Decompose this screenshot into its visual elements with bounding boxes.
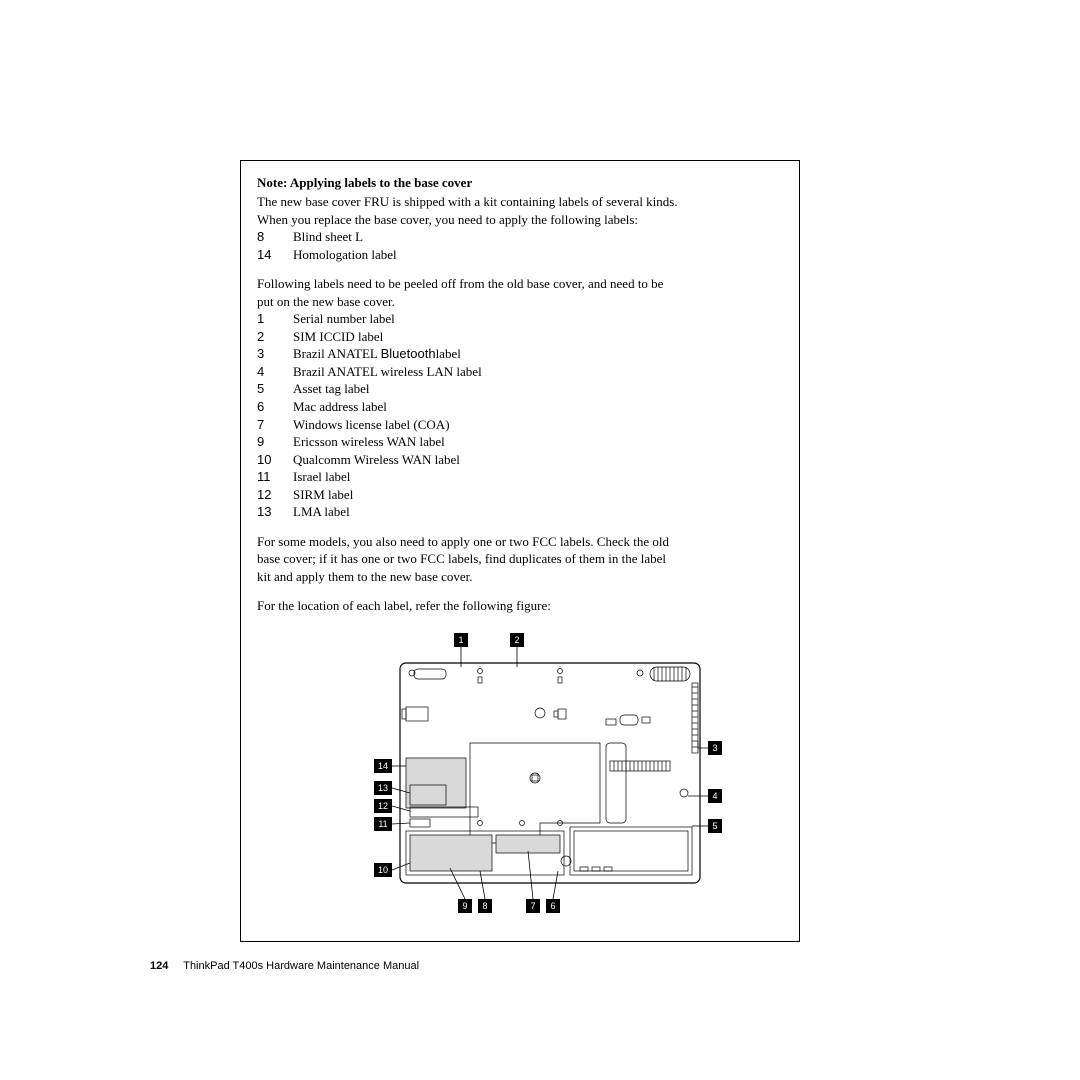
label-desc: SIM ICCID label [293, 328, 783, 346]
footer-title: ThinkPad T400s Hardware Maintenance Manu… [183, 960, 419, 972]
callout-4: 4 [712, 791, 717, 801]
list-item: 9Ericsson wireless WAN label [257, 433, 783, 451]
callout-12: 12 [378, 801, 388, 811]
fcc-line-1: For some models, you also need to apply … [257, 533, 783, 551]
label-number: 10 [257, 451, 293, 469]
page-footer: 124 ThinkPad T400s Hardware Maintenance … [150, 960, 419, 972]
callout-1: 1 [458, 635, 463, 645]
list-item: 5Asset tag label [257, 380, 783, 398]
list-item: 13LMA label [257, 503, 783, 521]
list-item: 8 Blind sheet L [257, 228, 783, 246]
label-number: 7 [257, 416, 293, 434]
callout-14: 14 [378, 761, 388, 771]
label-text-post: label [436, 346, 461, 361]
label-number: 9 [257, 433, 293, 451]
label-number: 5 [257, 380, 293, 398]
callout-2: 2 [514, 635, 519, 645]
label-desc: SIRM label [293, 486, 783, 504]
label-text-pre: Brazil ANATEL [293, 346, 381, 361]
label-desc: Brazil ANATEL wireless LAN label [293, 363, 783, 381]
label-desc: Blind sheet L [293, 228, 783, 246]
callout-8: 8 [482, 901, 487, 911]
intro-line-2: When you replace the base cover, you nee… [257, 211, 783, 229]
label-desc: Serial number label [293, 310, 783, 328]
callout-13: 13 [378, 783, 388, 793]
label-number: 2 [257, 328, 293, 346]
list-item: 4Brazil ANATEL wireless LAN label [257, 363, 783, 381]
label-number: 11 [257, 468, 293, 486]
label-desc: Brazil ANATEL Bluetoothlabel [293, 345, 783, 363]
peel-intro-2: put on the new base cover. [257, 293, 783, 311]
list-item: 7Windows license label (COA) [257, 416, 783, 434]
label-desc: Windows license label (COA) [293, 416, 783, 434]
shipped-label-list: 8 Blind sheet L 14 Homologation label [257, 228, 783, 263]
list-item: 2SIM ICCID label [257, 328, 783, 346]
label-desc: Qualcomm Wireless WAN label [293, 451, 783, 469]
note-title: Note: Applying labels to the base cover [257, 175, 783, 191]
base-cover-diagram: 1 2 3 4 5 [310, 623, 730, 923]
callout-5: 5 [712, 821, 717, 831]
page-number: 124 [150, 960, 168, 972]
label-number: 4 [257, 363, 293, 381]
callout-6: 6 [550, 901, 555, 911]
page-content: Note: Applying labels to the base cover … [240, 160, 800, 942]
label-desc: Homologation label [293, 246, 783, 264]
callout-3: 3 [712, 743, 717, 753]
callout-11: 11 [378, 819, 387, 829]
list-item: 10Qualcomm Wireless WAN label [257, 451, 783, 469]
intro-line-1: The new base cover FRU is shipped with a… [257, 193, 783, 211]
location-line: For the location of each label, refer th… [257, 597, 783, 615]
label-number: 1 [257, 310, 293, 328]
callout-9: 9 [462, 901, 467, 911]
list-item: 6Mac address label [257, 398, 783, 416]
label-desc: Israel label [293, 468, 783, 486]
note-box: Note: Applying labels to the base cover … [240, 160, 800, 942]
peel-intro-1: Following labels need to be peeled off f… [257, 275, 783, 293]
label-desc: LMA label [293, 503, 783, 521]
callout-10: 10 [378, 865, 388, 875]
label-text-sans: Bluetooth [381, 346, 436, 361]
list-item: 1Serial number label [257, 310, 783, 328]
list-item: 11Israel label [257, 468, 783, 486]
list-item: 12SIRM label [257, 486, 783, 504]
label-desc: Mac address label [293, 398, 783, 416]
label-desc: Ericsson wireless WAN label [293, 433, 783, 451]
fcc-line-3: kit and apply them to the new base cover… [257, 568, 783, 586]
label-number: 13 [257, 503, 293, 521]
label-number: 8 [257, 228, 293, 246]
fcc-line-2: base cover; if it has one or two FCC lab… [257, 550, 783, 568]
label-number: 3 [257, 345, 293, 363]
peel-label-list: 1Serial number label 2SIM ICCID label 3B… [257, 310, 783, 521]
label-desc: Asset tag label [293, 380, 783, 398]
list-item: 3Brazil ANATEL Bluetoothlabel [257, 345, 783, 363]
figure-wrap: 1 2 3 4 5 [257, 623, 783, 923]
label-number: 12 [257, 486, 293, 504]
label-number: 6 [257, 398, 293, 416]
callout-7: 7 [530, 901, 535, 911]
list-item: 14 Homologation label [257, 246, 783, 264]
label-number: 14 [257, 246, 293, 264]
